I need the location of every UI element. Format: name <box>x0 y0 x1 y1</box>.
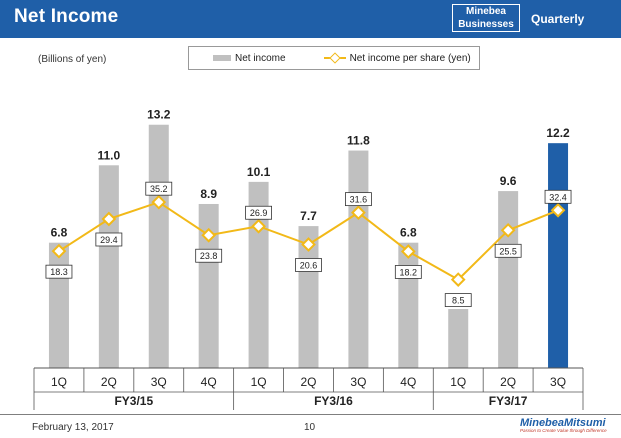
eps-value-label: 29.4 <box>100 235 118 245</box>
bar-4 <box>198 203 219 368</box>
legend-line-swatch <box>323 53 346 63</box>
x-tick-label: 3Q <box>151 375 167 389</box>
bar-10 <box>498 191 519 368</box>
logo-tagline: Passion to Create Value through Differen… <box>520 428 607 433</box>
x-tick-label: 1Q <box>450 375 466 389</box>
footer-divider <box>0 414 621 415</box>
bar-value-label: 11.0 <box>98 148 121 162</box>
eps-marker-11 <box>550 202 566 218</box>
footer-date: February 13, 2017 <box>32 422 114 433</box>
eps-marker-1 <box>51 243 67 259</box>
bar-value-label: 7.7 <box>300 209 317 223</box>
x-tick-label: 2Q <box>500 375 516 389</box>
x-tick-label: 2Q <box>101 375 117 389</box>
segment-badge: Minebea Businesses <box>452 4 520 32</box>
x-tick-label: 2Q <box>300 375 316 389</box>
net-income-chart: 6.811.013.28.910.17.711.86.83.29.612.218… <box>33 108 584 410</box>
x-tick-label: 1Q <box>251 375 267 389</box>
eps-label-box <box>394 265 422 279</box>
header-bar: Net Income Minebea Businesses Quarterly <box>0 0 621 38</box>
bar-value-label: 10.1 <box>247 165 271 179</box>
bar-value-label: 13.2 <box>147 108 171 122</box>
x-tick-label: 3Q <box>350 375 366 389</box>
eps-label-box <box>45 264 73 279</box>
eps-label-box <box>95 232 123 247</box>
bar-9 <box>448 309 469 368</box>
eps-label-box <box>444 293 472 307</box>
eps-value-label: 18.3 <box>50 267 68 277</box>
x-tick-label: 4Q <box>400 375 416 389</box>
badge-line-2: Businesses <box>458 19 514 30</box>
period-label: Quarterly <box>531 12 585 26</box>
bar-11 <box>548 143 569 368</box>
page-number: 10 <box>304 422 316 433</box>
x-tick-label: 1Q <box>51 375 67 389</box>
eps-value-label: 32.4 <box>549 192 567 202</box>
eps-label-box <box>145 181 173 196</box>
eps-value-label: 31.6 <box>350 195 368 205</box>
legend-line-label: Net income per share (yen) <box>349 52 471 64</box>
fiscal-year-label: FY3/17 <box>489 394 528 408</box>
eps-marker-8 <box>400 244 416 259</box>
bar-1 <box>48 242 69 368</box>
eps-label-box <box>494 243 522 258</box>
eps-marker-7 <box>351 205 366 220</box>
eps-label-box <box>544 189 572 204</box>
eps-marker-4 <box>201 227 217 243</box>
fiscal-year-label: FY3/15 <box>114 394 153 408</box>
eps-marker-9 <box>450 272 466 287</box>
legend: Net income Net income per share (yen) <box>188 46 480 70</box>
eps-marker-5 <box>251 218 266 234</box>
badge-line-1: Minebea <box>465 6 506 17</box>
bar-value-label: 11.8 <box>347 134 370 148</box>
bar-value-label: 8.9 <box>200 187 217 201</box>
eps-value-label: 25.5 <box>499 246 517 256</box>
eps-marker-3 <box>151 194 167 210</box>
x-tick-label: 3Q <box>550 375 566 389</box>
legend-bar-swatch <box>213 55 231 61</box>
unit-label: (Billions of yen) <box>38 54 107 65</box>
eps-label-box <box>295 258 322 272</box>
bar-value-label: 6.8 <box>400 226 417 240</box>
eps-value-label: 8.5 <box>452 296 465 306</box>
logo-name: MinebeaMitsumi <box>520 417 606 429</box>
bar-value-label: 6.8 <box>51 226 68 240</box>
bar-value-label: 9.6 <box>500 174 517 188</box>
eps-label-box <box>245 205 272 220</box>
eps-marker-6 <box>301 237 316 252</box>
eps-label-box <box>195 248 223 263</box>
eps-value-label: 35.2 <box>150 184 168 194</box>
eps-marker-10 <box>500 222 516 238</box>
eps-marker-2 <box>101 211 117 227</box>
eps-value-label: 20.6 <box>300 261 318 271</box>
bar-8 <box>398 242 419 368</box>
fiscal-year-label: FY3/16 <box>314 394 353 408</box>
bar-2 <box>98 165 119 368</box>
page-title: Net Income <box>14 6 119 27</box>
company-logo: MinebeaMitsumi Passion to Create Value t… <box>520 417 607 433</box>
eps-value-label: 26.9 <box>250 208 268 218</box>
x-tick-label: 4Q <box>201 375 217 389</box>
bar-value-label: 12.2 <box>546 126 570 140</box>
bar-7 <box>348 150 369 368</box>
legend-bar-label: Net income <box>235 52 286 64</box>
eps-value-label: 23.8 <box>200 251 218 261</box>
eps-value-label: 18.2 <box>400 267 418 277</box>
eps-label-box <box>345 192 372 207</box>
bar-3 <box>148 124 169 368</box>
